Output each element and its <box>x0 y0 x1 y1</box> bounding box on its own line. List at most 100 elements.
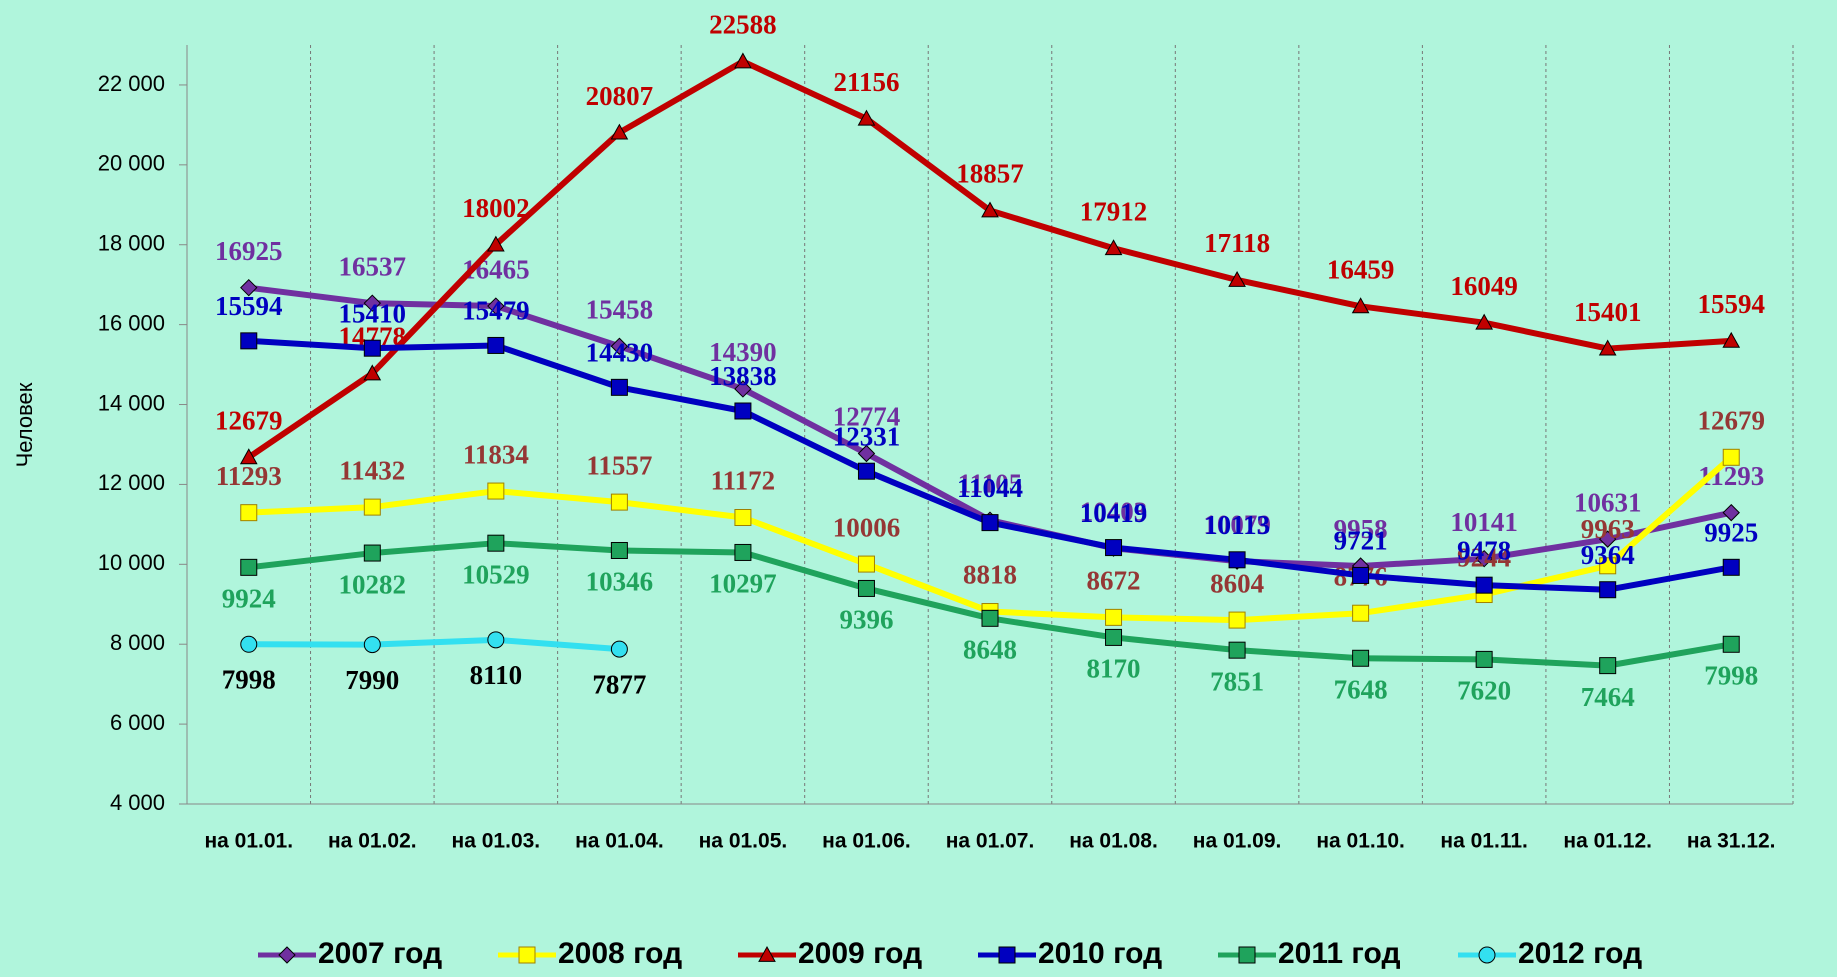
point-marker <box>1352 649 1370 667</box>
x-tick-label: на 01.08. <box>1069 830 1158 853</box>
x-tick-label: на 01.12. <box>1563 830 1652 853</box>
data-label: 10631 <box>1574 487 1642 517</box>
point-marker <box>857 462 875 480</box>
point-marker <box>1722 558 1740 576</box>
x-tick-label: на 01.01. <box>204 830 293 853</box>
data-label: 11105 <box>958 468 1023 498</box>
legend-label: 2009 год <box>798 937 922 970</box>
x-tick-label: на 01.10. <box>1316 830 1405 853</box>
point-marker <box>487 482 505 500</box>
data-label: 7990 <box>345 665 399 695</box>
x-tick-label: на 01.07. <box>946 830 1035 853</box>
y-tick-label: 8 000 <box>110 630 165 655</box>
point-marker <box>1722 635 1740 653</box>
point-marker <box>1599 557 1617 575</box>
y-tick-label: 4 000 <box>110 790 165 815</box>
x-tick-label: на 01.02. <box>328 830 417 853</box>
data-label: 14430 <box>586 338 654 368</box>
data-label: 11293 <box>216 461 282 491</box>
data-label: 16459 <box>1327 254 1395 284</box>
data-label: 12774 <box>833 402 901 432</box>
point-marker <box>1475 576 1493 594</box>
legend-marker <box>278 946 296 964</box>
data-label: 15401 <box>1574 297 1642 327</box>
x-tick-label: на 01.05. <box>699 830 788 853</box>
point-marker <box>981 514 999 532</box>
point-marker <box>240 635 258 653</box>
point-marker <box>1228 641 1246 659</box>
point-marker <box>610 640 628 658</box>
point-marker <box>610 378 628 396</box>
data-label: 10403 <box>1080 496 1148 526</box>
data-label: 11044 <box>957 473 1023 503</box>
legend-label: 2012 год <box>1518 937 1642 970</box>
y-tick-label: 12 000 <box>98 470 165 495</box>
point-marker <box>1598 530 1617 548</box>
data-label: 12679 <box>1697 405 1765 435</box>
point-marker <box>1228 611 1246 629</box>
point-marker <box>1105 539 1123 557</box>
point-marker <box>1599 581 1617 599</box>
point-marker <box>981 609 999 627</box>
y-tick-label: 6 000 <box>110 710 165 735</box>
y-tick-label: 10 000 <box>98 550 165 575</box>
data-label: 14390 <box>709 337 777 367</box>
x-tick-label: на 31.12. <box>1687 830 1776 853</box>
point-marker <box>857 579 875 597</box>
point-marker <box>1352 566 1370 584</box>
x-tick-label: на 01.06. <box>822 830 911 853</box>
point-marker <box>240 558 258 576</box>
series-line <box>248 636 620 653</box>
data-label: 8818 <box>963 560 1017 590</box>
data-label: 13838 <box>709 361 777 391</box>
legend-marker <box>998 946 1016 964</box>
data-label: 7464 <box>1581 682 1635 712</box>
data-label: 8110 <box>470 660 523 690</box>
legend-marker <box>1238 946 1256 964</box>
point-marker <box>1351 297 1370 314</box>
point-marker <box>1722 503 1740 522</box>
point-marker <box>734 543 752 561</box>
legend-marker <box>518 946 536 964</box>
legend-label: 2008 год <box>558 937 682 970</box>
point-marker <box>363 364 382 381</box>
data-label: 8648 <box>963 635 1017 665</box>
point-marker <box>363 339 381 357</box>
point-marker <box>1105 628 1123 646</box>
y-axis-label: Человек <box>12 382 37 467</box>
data-label: 7998 <box>222 664 276 694</box>
data-label: 18002 <box>462 193 530 223</box>
point-marker <box>734 52 752 69</box>
point-marker <box>1228 270 1246 287</box>
point-marker <box>734 508 752 526</box>
data-label: 8604 <box>1210 568 1264 598</box>
data-label: 10282 <box>339 569 407 599</box>
x-tick-label: на 01.04. <box>575 830 664 853</box>
point-marker <box>363 544 381 562</box>
point-marker <box>981 201 999 218</box>
data-label: 16537 <box>339 251 407 281</box>
data-label: 10419 <box>1080 498 1148 528</box>
data-label: 12331 <box>833 421 901 451</box>
data-label: 12679 <box>215 405 283 435</box>
data-label: 11834 <box>463 439 529 469</box>
point-marker <box>857 109 876 126</box>
data-label: 8170 <box>1087 654 1141 684</box>
data-label: 10006 <box>833 512 901 542</box>
data-label: 10079 <box>1203 509 1271 539</box>
data-label: 11432 <box>339 455 405 485</box>
y-tick-label: 14 000 <box>98 390 165 415</box>
point-marker <box>1105 608 1123 626</box>
point-marker <box>610 123 629 140</box>
point-marker <box>363 498 381 516</box>
data-label: 21156 <box>833 67 899 97</box>
point-marker <box>857 555 875 573</box>
point-marker <box>734 380 752 398</box>
data-label: 10113 <box>1204 510 1270 540</box>
y-tick-label: 18 000 <box>98 231 165 256</box>
point-marker <box>239 448 258 465</box>
point-marker <box>610 337 629 355</box>
point-marker <box>1599 657 1617 675</box>
